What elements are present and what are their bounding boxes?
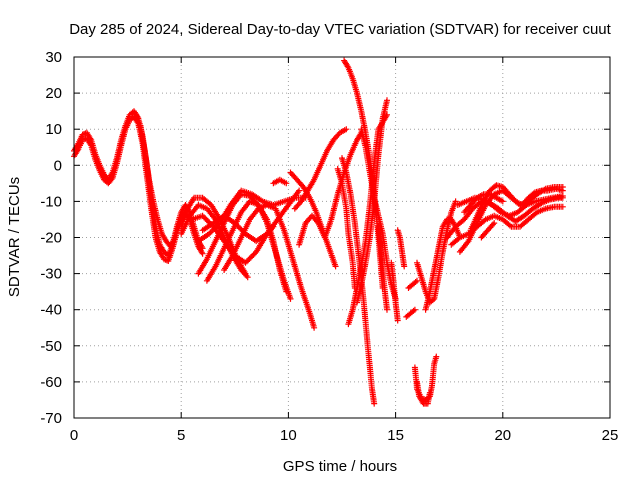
- series-markers: [221, 202, 318, 331]
- y-axis-label: SDTVAR / TECUs: [6, 177, 23, 297]
- series-markers: [270, 176, 290, 187]
- series-pass-12: [270, 176, 290, 187]
- series-pass-26: [405, 277, 420, 291]
- data-layer: [71, 57, 566, 407]
- x-tick-label: 0: [70, 427, 78, 444]
- series-markers: [478, 220, 498, 241]
- series-markers: [388, 259, 401, 324]
- series-pass-29: [414, 198, 459, 306]
- series-pass-35: [454, 193, 566, 219]
- x-tick-label: 10: [280, 427, 297, 444]
- series-markers: [133, 111, 187, 250]
- y-tick-label: -70: [40, 410, 62, 427]
- series-pass-24: [394, 227, 408, 270]
- y-tick-label: 10: [45, 121, 62, 138]
- x-tick-label: 20: [494, 427, 511, 444]
- series-markers: [454, 193, 566, 219]
- y-tick-label: -60: [40, 374, 62, 391]
- series-pass-28: [414, 378, 433, 407]
- x-tick-label: 15: [387, 427, 404, 444]
- series-pass-15: [291, 126, 350, 212]
- x-tick-label: 5: [177, 427, 185, 444]
- series-pass-11: [221, 202, 318, 331]
- y-tick-label: 30: [45, 49, 62, 66]
- y-tick-label: -20: [40, 230, 62, 247]
- series-markers: [405, 277, 420, 291]
- series-pass-23: [388, 259, 401, 324]
- series-pass-25: [403, 306, 418, 320]
- y-tick-label: -40: [40, 302, 62, 319]
- series-pass-37: [478, 220, 498, 241]
- y-tick-label: -50: [40, 338, 62, 355]
- y-tick-label: 20: [45, 85, 62, 102]
- series-markers: [414, 198, 459, 306]
- series-pass-3: [133, 111, 187, 250]
- y-tick-label: -10: [40, 193, 62, 210]
- series-pass-36: [461, 191, 506, 216]
- series-markers: [461, 191, 506, 216]
- series-markers: [414, 378, 433, 407]
- series-pass-16: [339, 155, 378, 407]
- y-tick-label: -30: [40, 266, 62, 283]
- chart-title: Day 285 of 2024, Sidereal Day-to-day VTE…: [69, 21, 611, 38]
- series-markers: [339, 155, 378, 407]
- series-markers: [375, 223, 390, 313]
- series-pass-10: [199, 187, 303, 245]
- series-markers: [394, 227, 408, 270]
- series-markers: [403, 306, 418, 320]
- series-pass-17: [334, 165, 358, 291]
- x-axis-label: GPS time / hours: [283, 458, 397, 475]
- x-tick-label: 25: [602, 427, 619, 444]
- ticks-layer: 0 5 10 15 20 25 30 20 10 0 -10 -20 -30 -40 -50 -60 -70: [40, 49, 618, 444]
- y-tick-label: 0: [54, 157, 62, 174]
- series-pass-22: [375, 223, 390, 313]
- series-markers: [291, 126, 350, 212]
- series-markers: [199, 187, 303, 245]
- series-markers: [334, 165, 358, 291]
